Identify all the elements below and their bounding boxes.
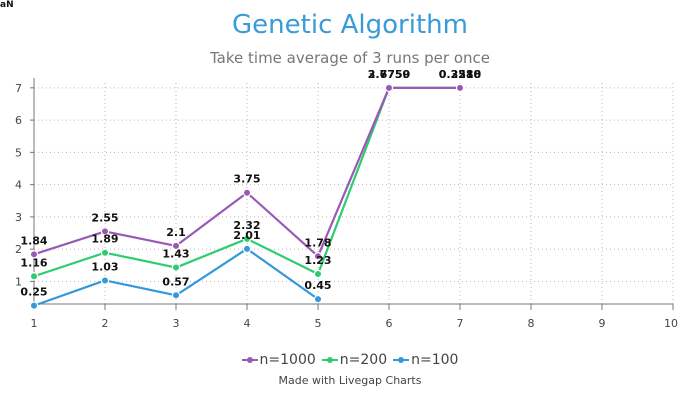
chart-credit: Made with Livegap Charts <box>278 374 422 387</box>
data-point-n200[interactable] <box>242 234 252 244</box>
y-tick-label: 7 <box>15 82 22 95</box>
data-point-n100[interactable] <box>100 276 110 285</box>
data-label-n200: 2.6750 <box>368 68 411 81</box>
data-point-n1000[interactable] <box>100 227 110 236</box>
data-point-n200[interactable] <box>171 263 181 272</box>
legend-swatch-n100 <box>393 354 410 366</box>
data-label-n1000: 3.75 <box>233 173 260 186</box>
legend-swatch-n1000 <box>241 354 258 366</box>
legend-label-n1000: n=1000 <box>259 352 316 368</box>
data-label-n100: 0.25 <box>20 286 47 299</box>
chart-subtitle: Take time average of 3 runs per once <box>210 49 490 67</box>
data-label-n100: 2.01 <box>233 229 260 242</box>
y-tick-label: 1 <box>15 275 22 288</box>
chart-legend: n=1000 n=200 n=100 <box>0 352 700 368</box>
y-tick-label: 3 <box>15 211 22 224</box>
data-label-n1000: 3.7759 <box>368 68 410 81</box>
y-tick-label: 2 <box>15 243 22 256</box>
data-point-n200[interactable] <box>313 269 323 279</box>
data-point-n1000[interactable] <box>242 188 252 197</box>
data-point-n100[interactable] <box>313 294 323 304</box>
data-label-n100: 0.57 <box>162 275 189 288</box>
data-label-n100: 1.03 <box>91 260 118 273</box>
data-point-n100[interactable] <box>171 291 181 300</box>
legend-item-n1000[interactable]: n=1000 <box>241 352 316 368</box>
data-label-n1000: 1.84 <box>20 234 47 247</box>
legend-item-n200[interactable]: n=200 <box>321 352 388 368</box>
x-tick-label: 8 <box>528 317 535 330</box>
x-tick-label: 5 <box>315 317 322 330</box>
data-label-n200: 0.2510 <box>439 68 482 81</box>
data-label-n200: 1.16 <box>20 256 47 269</box>
data-point-n1000[interactable] <box>384 83 394 93</box>
legend-swatch-n200 <box>321 354 338 366</box>
y-tick-label: 6 <box>15 114 22 127</box>
data-label-n1000: 1.78 <box>304 236 331 249</box>
data-point-n100[interactable] <box>242 244 252 254</box>
data-label-n200: 1.89 <box>91 233 118 246</box>
chart-title: Genetic Algorithm <box>232 10 468 40</box>
legend-label-n100: n=100 <box>411 352 459 368</box>
data-point-n100[interactable] <box>29 301 39 310</box>
data-label-n1000: 2.55 <box>91 211 118 224</box>
x-tick-label: 4 <box>244 317 251 330</box>
legend-item-n100[interactable]: n=100 <box>393 352 458 368</box>
y-tick-label: 4 <box>15 179 22 192</box>
data-label-n200: 2.32 <box>233 219 260 232</box>
data-point-n1000[interactable] <box>171 241 181 251</box>
data-label-n100: 0.45 <box>304 279 331 292</box>
data-label-n1000: 2.1 <box>166 226 186 239</box>
x-tick-label: 3 <box>173 317 180 330</box>
data-point-n1000[interactable] <box>455 83 465 93</box>
series-n1000 <box>29 83 465 261</box>
x-tick-label: 7 <box>457 317 464 330</box>
x-tick-label: 1 <box>31 317 38 330</box>
x-tick-label: 9 <box>599 317 606 330</box>
data-label-n1000: 0.3288 <box>439 68 481 81</box>
data-point-n200[interactable] <box>29 272 39 281</box>
data-point-n1000[interactable] <box>313 252 323 261</box>
grid <box>34 83 674 304</box>
data-point-n200[interactable] <box>100 248 110 257</box>
x-tick-label: 2 <box>102 317 109 330</box>
data-label-n200: 1.43 <box>162 248 189 261</box>
legend-label-n200: n=200 <box>339 352 388 368</box>
series-n100 <box>29 244 323 310</box>
data-point-n1000[interactable] <box>29 250 39 259</box>
x-tick-label: 6 <box>386 317 393 330</box>
corner-label: aN <box>0 0 14 10</box>
y-tick-label: 5 <box>15 146 22 159</box>
x-tick-label: 10 <box>664 317 678 330</box>
data-label-n200: 1.23 <box>304 254 331 267</box>
